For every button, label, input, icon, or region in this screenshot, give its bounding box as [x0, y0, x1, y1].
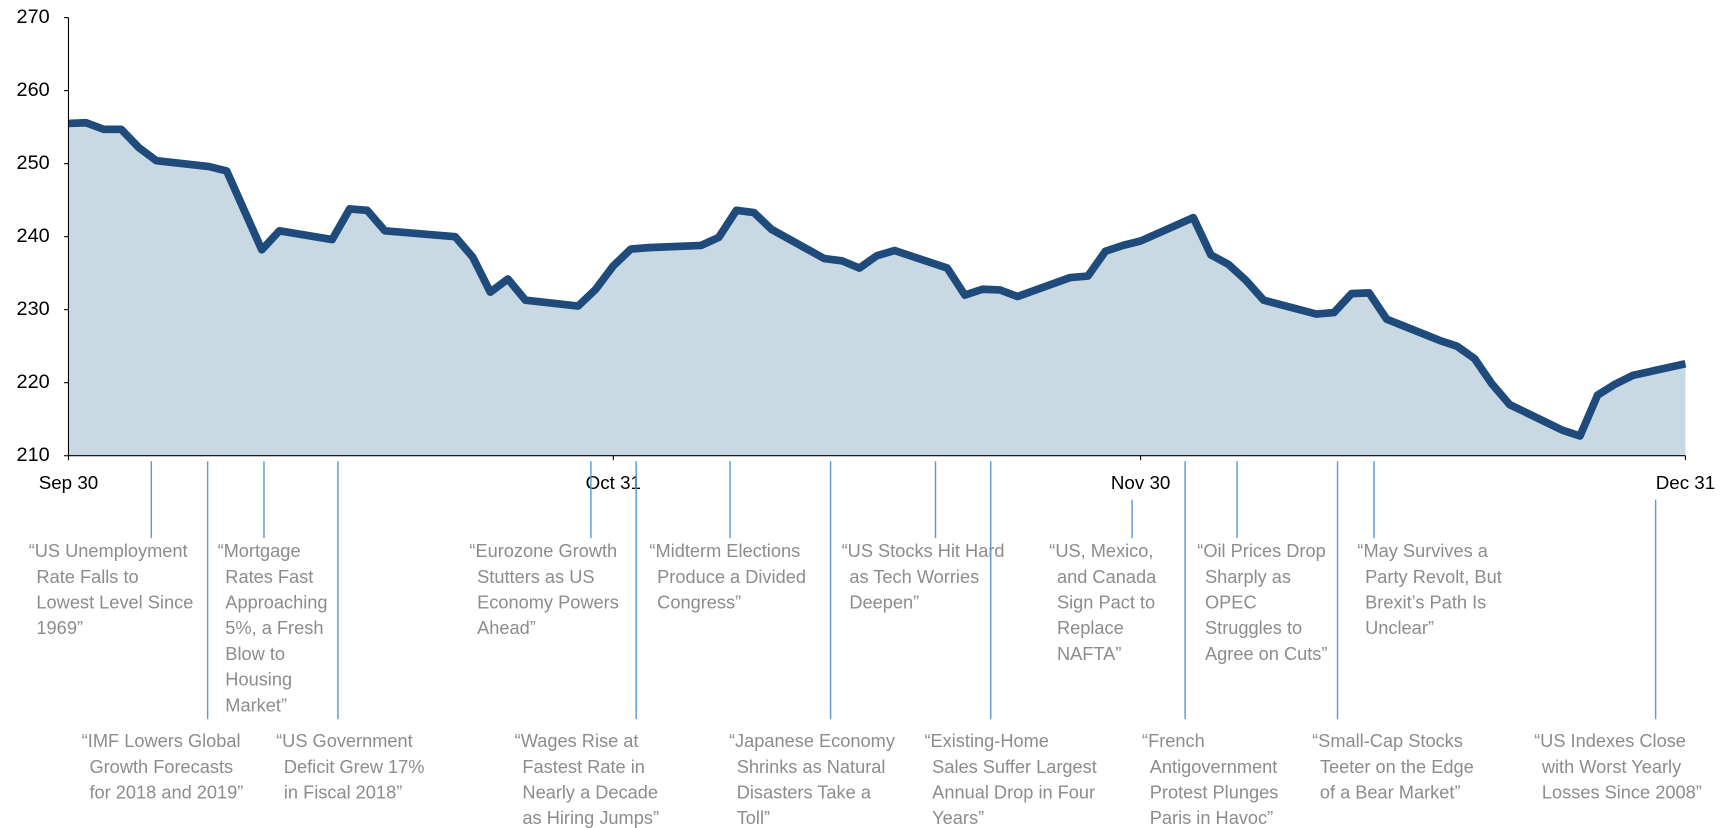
annotation-text: Antigovernment [1150, 757, 1278, 777]
annotation-text: 5%, a Fresh [225, 618, 323, 638]
y-tick-label: 230 [17, 298, 50, 320]
annotation-text: Blow to [225, 644, 285, 664]
y-tick-label: 260 [17, 79, 50, 101]
annotation-text: Stutters as US [477, 567, 594, 587]
price-line [68, 118, 1687, 440]
annotation-text: “US Indexes Close [1534, 731, 1686, 751]
area-fill [68, 122, 1686, 456]
annotation-text: Brexit’s Path Is [1365, 593, 1486, 613]
annotation-text: “Midterm Elections [649, 541, 800, 561]
annotation-text: “US Government [276, 731, 413, 751]
annotation-text: Approaching [225, 593, 327, 613]
annotation-text: Lowest Level Since [36, 593, 193, 613]
annotation-text: Replace [1057, 618, 1124, 638]
annotation-text: 1969” [36, 618, 83, 638]
annotation-text: “Mortgage [218, 541, 301, 561]
annotation-text: in Fiscal 2018” [284, 783, 402, 803]
annotation-text: Agree on Cuts” [1205, 644, 1327, 664]
y-tick-label: 220 [17, 371, 50, 393]
annotation-text: Growth Forecasts [89, 757, 233, 777]
annotation-text: “Wages Rise at [515, 731, 639, 751]
y-tick-label: 240 [17, 225, 50, 247]
annotation-text: Years” [932, 808, 984, 828]
annotation-text: of a Bear Market” [1320, 783, 1461, 803]
annotation-text: Toll” [737, 808, 770, 828]
annotation-text: with Worst Yearly [1541, 757, 1682, 777]
annotation-text: Fastest Rate in [522, 757, 644, 777]
annotation-text: Congress” [657, 593, 741, 613]
y-tick-label: 270 [17, 6, 50, 28]
annotation-text: Deepen” [849, 593, 919, 613]
annotation-text: “US Stocks Hit Hard [842, 541, 1005, 561]
annotation-text: “Eurozone Growth [469, 541, 617, 561]
annotation-text: Losses Since 2008” [1542, 783, 1702, 803]
annotation-text: Deficit Grew 17% [284, 757, 425, 777]
annotation-text: Annual Drop in Four [932, 783, 1095, 803]
y-tick-label: 210 [17, 444, 50, 466]
annotation-text: Produce a Divided [657, 567, 806, 587]
annotation-text: for 2018 and 2019” [89, 783, 243, 803]
annotation-text: Ahead” [477, 618, 536, 638]
annotation-text: “French [1142, 731, 1205, 751]
annotation-text: Struggles to [1205, 618, 1302, 638]
annotation-text: Teeter on the Edge [1320, 757, 1474, 777]
annotation-text: Unclear” [1365, 618, 1434, 638]
annotation-text: OPEC [1205, 593, 1257, 613]
annotation-text: “US, Mexico, [1049, 541, 1153, 561]
x-tick-label: Sep 30 [39, 472, 98, 493]
annotation-text: Disasters Take a [737, 783, 872, 803]
x-tick-label: Dec 31 [1656, 472, 1715, 493]
annotation-text: “May Survives a [1357, 541, 1488, 561]
annotation-text: Sign Pact to [1057, 593, 1155, 613]
annotation-text: Market” [225, 695, 287, 715]
annotation-text: Rates Fast [225, 567, 313, 587]
annotation-text: Economy Powers [477, 593, 619, 613]
annotation-text: “Small-Cap Stocks [1312, 731, 1463, 751]
annotation-text: as Hiring Jumps” [522, 808, 659, 828]
annotation-text: and Canada [1057, 567, 1157, 587]
annotation-text: Sharply as [1205, 567, 1291, 587]
annotation-text: Housing [225, 670, 292, 690]
annotation-text: as Tech Worries [849, 567, 979, 587]
y-tick-label: 250 [17, 152, 50, 174]
annotation-text: Paris in Havoc” [1150, 808, 1273, 828]
annotation-text: “IMF Lowers Global [82, 731, 241, 751]
annotation-text: Shrinks as Natural [737, 757, 886, 777]
annotation-text: Sales Suffer Largest [932, 757, 1097, 777]
annotation-text: Rate Falls to [36, 567, 138, 587]
annotation-text: “Existing-Home [924, 731, 1048, 751]
annotation-text: Protest Plunges [1150, 783, 1279, 803]
annotation-text: “Oil Prices Drop [1197, 541, 1325, 561]
annotation-text: Party Revolt, But [1365, 567, 1502, 587]
annotation-text: “US Unemployment [29, 541, 188, 561]
annotation-text: Nearly a Decade [522, 783, 658, 803]
x-tick-label: Oct 31 [586, 472, 641, 493]
annotation-text: NAFTA” [1057, 644, 1121, 664]
annotation-text: “Japanese Economy [729, 731, 896, 751]
x-tick-label: Nov 30 [1111, 472, 1170, 493]
